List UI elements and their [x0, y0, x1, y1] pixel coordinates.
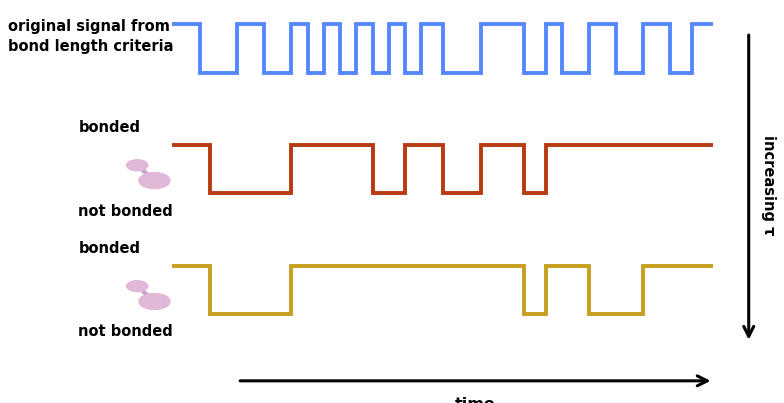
Text: not bonded: not bonded [78, 204, 173, 218]
Text: not bonded: not bonded [78, 324, 173, 339]
Circle shape [126, 160, 147, 170]
Text: time: time [455, 397, 495, 403]
Circle shape [139, 293, 170, 310]
Text: bonded: bonded [78, 241, 140, 256]
Text: increasing τ: increasing τ [760, 135, 776, 236]
Circle shape [126, 280, 147, 292]
Text: original signal from
bond length criteria: original signal from bond length criteri… [8, 19, 173, 54]
Text: bonded: bonded [78, 120, 140, 135]
Circle shape [139, 172, 170, 189]
